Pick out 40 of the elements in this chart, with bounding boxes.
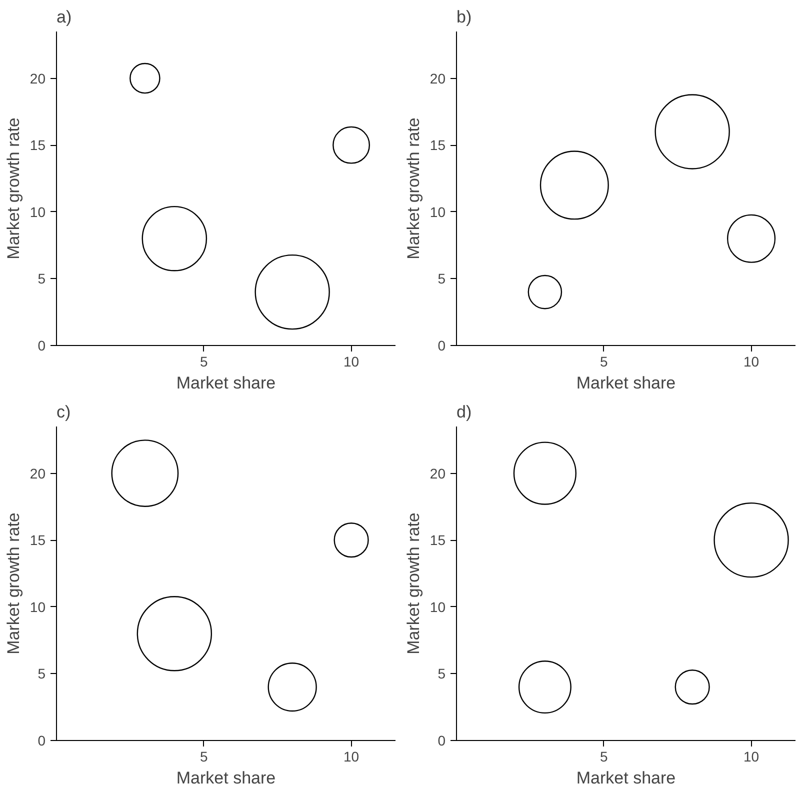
y-tick-label: 5 xyxy=(438,270,446,287)
x-tick-label: 5 xyxy=(600,354,608,370)
y-tick-label: 10 xyxy=(30,204,46,220)
y-axis-title: Market growth rate xyxy=(4,118,23,260)
chart-title: a) xyxy=(56,8,72,26)
x-tick-label: 10 xyxy=(343,748,360,764)
y-tick-label: 20 xyxy=(30,465,46,482)
y-axis-title: Market growth rate xyxy=(404,118,423,260)
chart-title: d) xyxy=(456,402,472,422)
y-tick-label: 15 xyxy=(430,137,446,154)
y-tick-label: 20 xyxy=(430,70,446,86)
x-tick-label: 5 xyxy=(200,748,208,764)
x-tick-label: 5 xyxy=(200,354,208,370)
x-axis-title: Market share xyxy=(576,768,676,788)
y-tick-label: 15 xyxy=(30,532,46,548)
y-tick-label: 5 xyxy=(38,666,46,682)
y-tick-label: 10 xyxy=(430,204,446,220)
y-tick-label: 10 xyxy=(430,598,446,615)
x-axis-title: Market share xyxy=(576,374,676,392)
x-tick-label: 10 xyxy=(343,354,360,370)
y-tick-label: 15 xyxy=(30,137,46,154)
y-tick-label: 0 xyxy=(38,338,46,354)
y-tick-label: 20 xyxy=(430,465,446,482)
x-tick-label: 10 xyxy=(743,748,760,764)
y-tick-label: 20 xyxy=(30,70,46,86)
y-tick-label: 0 xyxy=(38,732,46,748)
x-tick-label: 10 xyxy=(743,354,760,370)
y-tick-label: 10 xyxy=(30,598,46,615)
chart-title: c) xyxy=(56,402,71,422)
y-axis-title: Market growth rate xyxy=(404,512,423,654)
y-tick-label: 15 xyxy=(430,532,446,548)
y-axis-title: Market growth rate xyxy=(4,512,23,654)
y-tick-label: 0 xyxy=(438,338,446,354)
chart-title: b) xyxy=(456,8,472,26)
x-axis-title: Market share xyxy=(176,374,276,392)
y-tick-label: 0 xyxy=(438,732,446,748)
x-axis-title: Market share xyxy=(176,768,276,788)
y-tick-label: 5 xyxy=(438,666,446,682)
y-tick-label: 5 xyxy=(38,270,46,287)
x-tick-label: 5 xyxy=(600,748,608,764)
